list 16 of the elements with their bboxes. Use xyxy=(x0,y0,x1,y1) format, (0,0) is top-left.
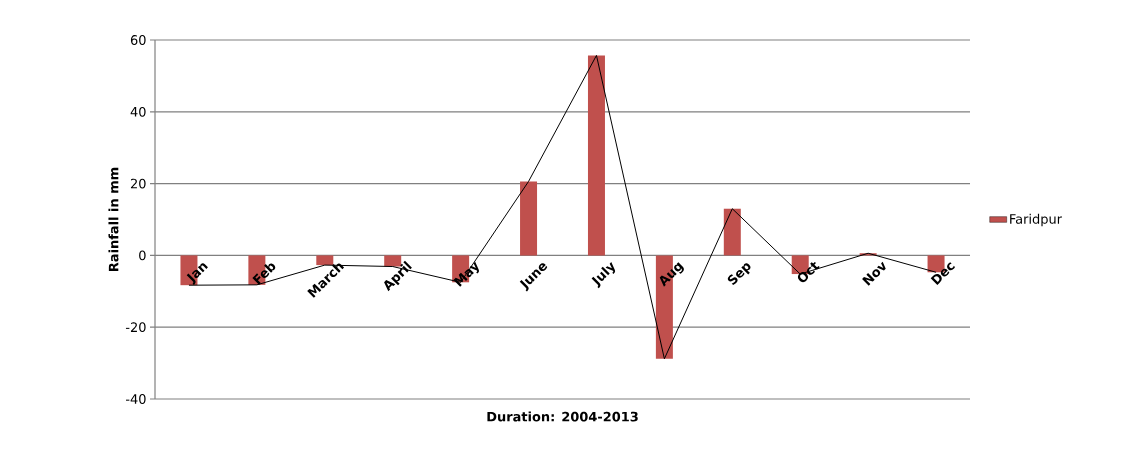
bar xyxy=(723,208,741,256)
x-tick-label: Oct xyxy=(797,261,820,283)
y-tick-label: 20 xyxy=(130,178,146,189)
y-tick-label: 40 xyxy=(130,106,146,117)
bar xyxy=(520,181,538,256)
legend-label: Faridpur xyxy=(1010,213,1063,227)
y-axis-title: Rainfall in mm xyxy=(108,167,119,271)
x-tick-label: Jan xyxy=(186,263,208,286)
y-tick-label: 60 xyxy=(130,35,146,45)
x-axis-title: Duration: 2004-2013 xyxy=(487,411,638,422)
y-tick-label: -20 xyxy=(125,322,146,333)
bar xyxy=(587,55,605,256)
x-tick-label: Feb xyxy=(252,263,276,285)
y-tick-label: 0 xyxy=(139,250,146,261)
x-tick-label: Sep xyxy=(727,263,751,285)
y-tick-label: -40 xyxy=(125,394,146,404)
